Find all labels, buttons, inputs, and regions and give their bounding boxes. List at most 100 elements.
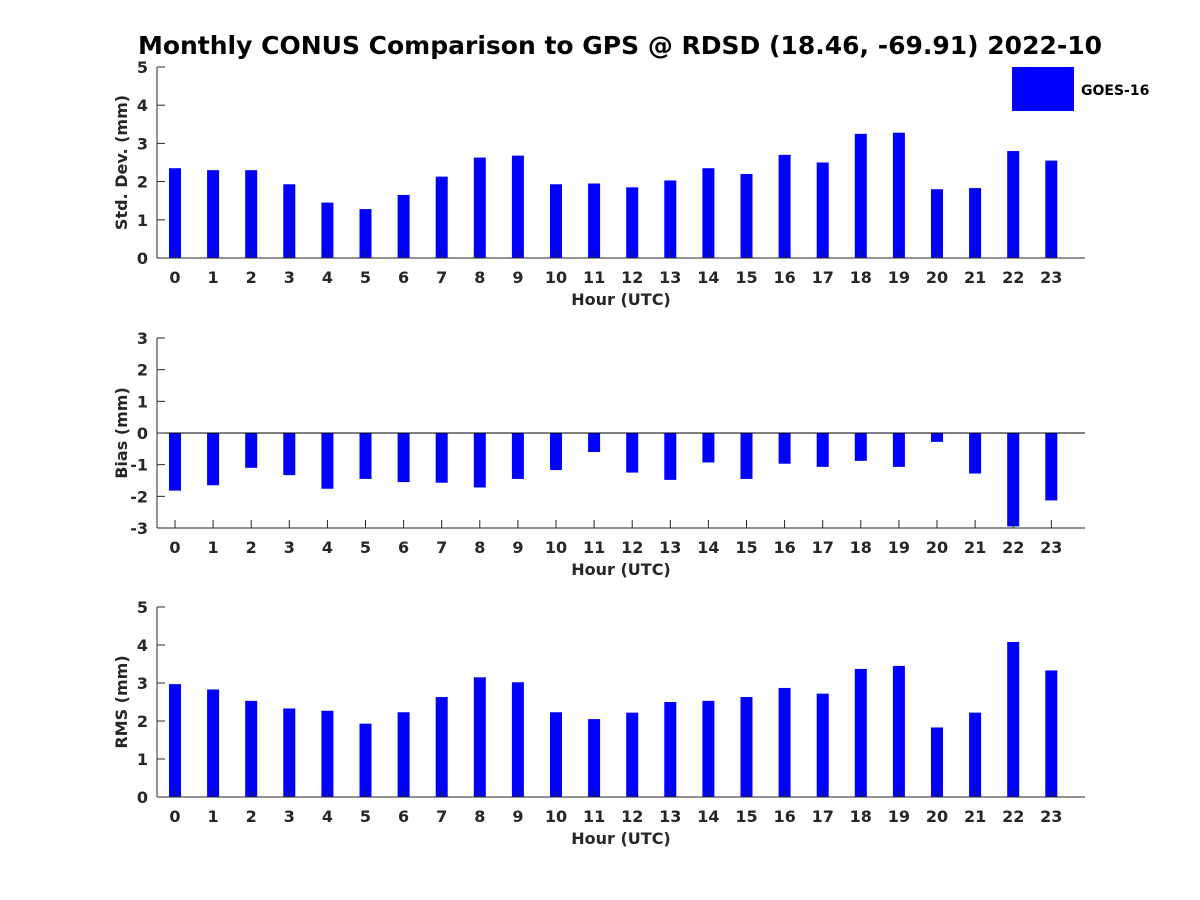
bar-hour-20 [931,189,943,258]
x-tick-label: 9 [512,807,523,826]
bar-hour-6 [397,433,410,483]
x-tick-label: 9 [512,538,523,557]
x-tick-label: 18 [850,807,872,826]
x-tick-label: 9 [512,268,523,287]
bar-hour-22 [1007,641,1020,797]
y-tick-label: 2 [137,173,148,192]
bar-hour-1 [207,433,220,486]
bar-hour-16 [778,687,791,797]
y-tick-label: 3 [137,134,148,153]
y-tick-label: 2 [137,712,148,731]
bar-hour-22 [1007,433,1020,527]
bar-hour-5 [359,433,372,479]
x-tick-label: 12 [621,807,643,826]
x-tick-label: 8 [474,268,485,287]
x-tick-label: 23 [1040,538,1062,557]
bar-hour-13 [664,702,677,797]
bar-hour-20 [931,727,943,797]
bar-hour-21 [969,712,982,797]
y-tick-label: -2 [130,487,148,506]
bar-hour-19 [892,132,905,258]
x-tick-label: 4 [322,538,333,557]
x-tick-label: 16 [773,268,795,287]
bar-hour-10 [550,712,562,797]
bar-hour-1 [207,689,220,797]
x-tick-label: 17 [812,538,834,557]
bar-hour-13 [664,180,677,258]
bar-hour-19 [892,665,905,797]
x-tick-label: 22 [1002,538,1024,557]
x-tick-label: 20 [926,268,948,287]
x-tick-label: 11 [583,538,605,557]
x-tick-label: 11 [583,807,605,826]
x-tick-label: 23 [1040,807,1062,826]
bar-hour-9 [511,682,524,797]
bar-hour-18 [854,133,867,258]
x-tick-label: 15 [735,807,757,826]
x-tick-label: 10 [545,807,567,826]
bar-hour-2 [245,170,258,258]
x-tick-label: 21 [964,268,986,287]
x-tick-label: 2 [246,538,257,557]
x-tick-label: 13 [659,268,681,287]
bar-hour-20 [931,433,943,442]
bar-hour-17 [816,162,829,258]
x-tick-label: 8 [474,538,485,557]
bar-hour-3 [283,708,296,797]
x-tick-label: 1 [208,807,219,826]
bar-hour-11 [588,719,601,797]
x-tick-label: 12 [621,538,643,557]
bar-hour-9 [511,155,524,258]
bar-hour-23 [1045,160,1058,258]
x-tick-label: 5 [360,807,371,826]
bar-hour-2 [245,700,258,797]
bar-hour-7 [435,176,448,258]
y-tick-label: 0 [137,424,148,443]
x-tick-label: 7 [436,807,447,826]
y-tick-label: 4 [137,96,148,115]
x-tick-label: 0 [169,807,180,826]
x-tick-label: 6 [398,807,409,826]
bar-hour-5 [359,723,372,797]
y-tick-label: 0 [137,249,148,268]
x-tick-label: 14 [697,538,719,557]
bar-hour-11 [588,433,601,452]
bar-hour-4 [321,433,334,489]
legend: GOES-16 [1012,67,1149,111]
x-tick-label: 21 [964,538,986,557]
x-tick-label: 13 [659,807,681,826]
bar-hour-2 [245,433,258,468]
x-tick-label: 18 [850,538,872,557]
x-tick-label: 8 [474,807,485,826]
x-tick-label: 22 [1002,268,1024,287]
bar-hour-16 [778,154,791,258]
bar-hour-11 [588,183,601,258]
bar-hour-15 [740,697,753,797]
x-tick-label: 21 [964,807,986,826]
bar-hour-15 [740,173,753,258]
bar-hour-7 [435,433,448,483]
x-tick-label: 5 [360,268,371,287]
x-tick-label: 16 [773,807,795,826]
bar-hour-16 [778,433,791,464]
y-tick-label: -3 [130,519,148,538]
x-tick-label: 13 [659,538,681,557]
bar-hour-18 [854,433,867,461]
x-tick-label: 3 [284,538,295,557]
x-tick-label: 7 [436,268,447,287]
bar-hour-8 [473,677,486,797]
x-tick-label: 20 [926,807,948,826]
x-tick-label: 4 [322,268,333,287]
bar-hour-21 [969,433,982,474]
x-tick-label: 10 [545,538,567,557]
bar-hour-1 [207,170,220,258]
x-tick-label: 20 [926,538,948,557]
bar-hour-4 [321,202,334,258]
bar-hour-13 [664,433,677,480]
x-tick-label: 1 [208,268,219,287]
y-tick-label: 5 [137,58,148,77]
bar-hour-6 [397,712,410,797]
x-tick-label: 14 [697,807,719,826]
x-tick-label: 16 [773,538,795,557]
x-tick-label: 22 [1002,807,1024,826]
